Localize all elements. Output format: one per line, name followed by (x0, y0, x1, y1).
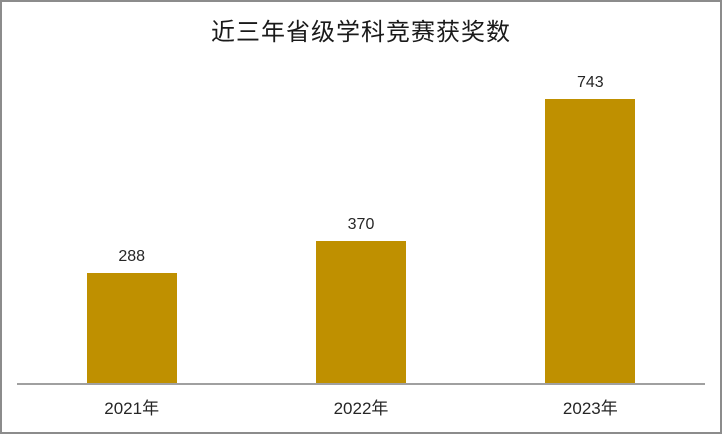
bar-value-label: 370 (347, 216, 375, 233)
x-axis-line (17, 383, 705, 385)
plot-area: 288 370 743 (17, 50, 705, 383)
bar-column: 743 (476, 74, 705, 383)
bar-value-label: 288 (118, 248, 146, 265)
x-axis-labels-row: 2021年 2022年 2023年 (17, 385, 705, 419)
x-axis-label: 2021年 (104, 399, 160, 418)
bar-2022年 (315, 241, 406, 383)
x-axis-label: 2022年 (333, 399, 389, 418)
bar-value-label: 743 (576, 74, 604, 91)
bar-column: 288 (17, 248, 246, 383)
x-axis-label: 2023年 (562, 399, 618, 418)
bar-column: 370 (246, 216, 475, 383)
chart-title: 近三年省级学科竞赛获奖数 (211, 19, 511, 46)
bar-2021年 (86, 273, 177, 383)
bar-2023年 (545, 99, 636, 383)
